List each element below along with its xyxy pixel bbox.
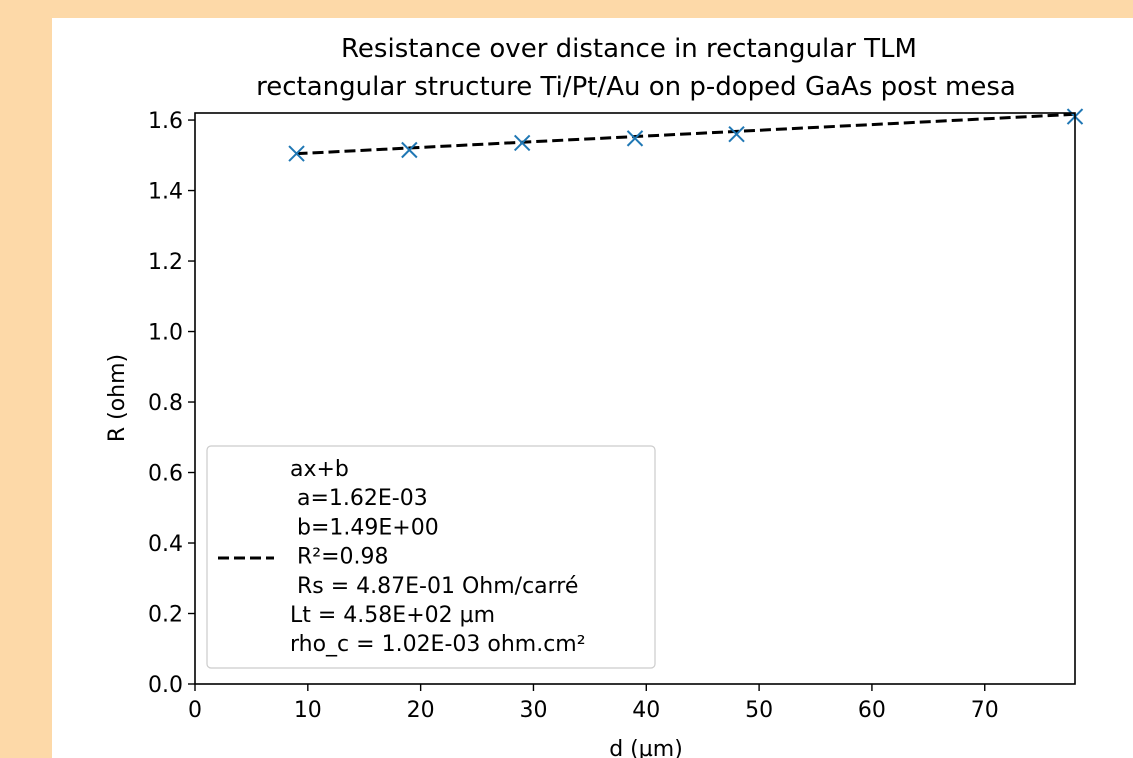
data-point [728,125,745,143]
chart-title: Resistance over distance in rectangular … [341,34,917,64]
x-tick-label: 60 [858,698,886,723]
y-tick-label: 0.2 [148,603,183,628]
y-tick-label: 1.4 [148,180,183,205]
x-tick-label: 70 [971,698,999,723]
y-tick-label: 1.0 [148,321,183,346]
legend-line: a=1.62E-03 [290,486,428,511]
legend-line: R²=0.98 [290,545,389,570]
y-axis-label: R (ohm) [105,354,130,442]
data-point [401,141,418,159]
x-axis-ticks: 0 10 20 30 40 50 60 70 [188,684,999,723]
y-tick-label: 0.4 [148,532,183,557]
x-tick-label: 10 [294,698,322,723]
x-tick-label: 30 [519,698,547,723]
data-point [288,145,305,162]
legend-line: Rs = 4.87E-01 Ohm/carré [290,574,578,599]
data-point [513,134,531,152]
plot-frame [194,112,1076,685]
y-tick-label: 0.8 [148,391,183,416]
y-axis-ticks: 0.0 0.2 0.4 0.6 0.8 1.0 1.2 1.4 1.6 [148,109,195,698]
x-tick-label: 50 [745,698,773,723]
x-tick-label: 0 [188,698,202,723]
legend-text: ax+b a=1.62E-03 b=1.49E+00 R²=0.98 Rs = … [290,457,586,657]
y-tick-label: 1.2 [148,250,183,275]
legend: ax+b a=1.62E-03 b=1.49E+00 R²=0.98 Rs = … [206,445,656,669]
x-tick-label: 20 [407,698,435,723]
x-tick-label: 40 [632,698,660,723]
y-tick-label: 1.6 [148,109,183,134]
y-tick-label: 0.0 [148,673,183,698]
legend-line: rho_c = 1.02E-03 ohm.cm² [290,632,586,657]
y-tick-label: 0.6 [148,462,183,487]
legend-box [206,445,656,669]
legend-line: Lt = 4.58E+02 µm [290,603,495,628]
legend-line: ax+b [290,457,349,482]
legend-line: b=1.49E+00 [290,515,439,540]
fit-line [296,112,1076,156]
plot-area [288,108,1084,162]
data-point [626,130,644,147]
chart-subtitle: rectangular structure Ti/Pt/Au on p-dope… [256,72,1016,102]
x-axis-label: d (µm) [609,737,683,758]
